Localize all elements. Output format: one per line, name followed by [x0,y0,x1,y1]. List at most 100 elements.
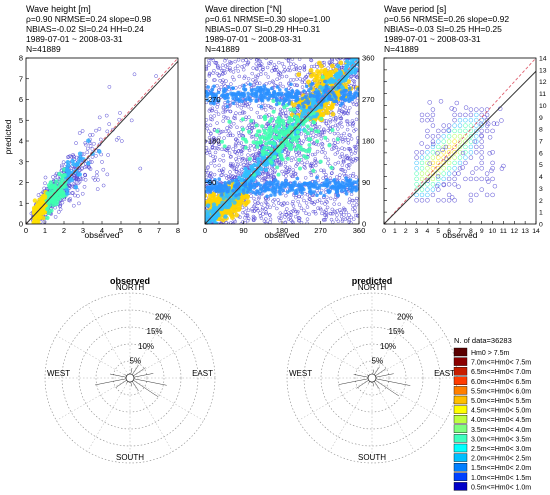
scatter-point [240,111,245,115]
scatter-point [263,71,268,76]
density-point [320,75,325,80]
scatter-point [210,106,215,111]
scatter-point [349,192,354,197]
density-point [307,149,312,154]
scatter-point [293,157,298,161]
density-point [259,166,264,172]
scatter-point [239,149,244,154]
density-point [264,141,269,146]
scatter-point [237,74,242,79]
scatter-point [350,198,355,203]
scatter-point [414,160,419,166]
density-point [246,186,251,191]
x-tick-label: 0 [24,226,28,235]
scatter-point [104,113,109,118]
scatter-point [231,147,235,151]
scatter-point [351,203,355,208]
scatter-point [330,147,334,152]
density-point [210,87,215,92]
scatter-point [252,82,256,87]
scatter-point [83,177,88,182]
density-point [354,180,359,184]
scatter-point [304,201,309,205]
scatter-point [154,74,158,78]
scatter-point [119,139,124,143]
density-point [275,98,279,103]
scatter-point [216,112,221,116]
scatter-point [258,63,263,68]
density-point [303,128,308,133]
scatter-point [270,170,275,175]
scatter-point [287,165,292,170]
scatter-point [340,124,344,129]
scatter-point [328,176,333,180]
scatter-point [220,68,224,73]
density-point [47,185,52,190]
density-point [267,91,272,96]
scatter-point [99,152,104,157]
density-point [213,183,218,187]
density-point [231,101,236,105]
density-point [241,127,245,132]
density-point [295,191,299,195]
scatter-point [425,171,430,176]
scatter-point [285,170,289,175]
scatter-point [305,217,310,221]
density-point [230,86,235,90]
scatter-point [349,137,354,141]
density-point [263,189,267,193]
scatter-point [285,207,289,211]
density-point [352,70,357,75]
density-point [272,154,277,159]
scatter-point [222,136,226,140]
density-point [41,215,46,221]
y-tick-label: 5 [19,116,23,125]
scatter-point [300,85,305,89]
density-point [224,193,229,198]
scatter-point [340,152,344,156]
scatter-point [301,139,306,143]
scatter-point [209,131,213,136]
scatter-point [278,81,283,86]
density-point [323,75,329,80]
density-point [341,184,346,189]
scatter-point [74,141,78,145]
density-point [283,184,288,188]
scatter-point [228,109,232,114]
density-point [253,92,258,97]
density-point [243,145,248,150]
scatter-point [95,170,99,174]
scatter-point [302,165,306,169]
scatter-point [333,115,338,120]
scatter-point [221,78,225,82]
scatter-point [217,74,221,78]
density-point [328,189,332,194]
density-point [259,93,264,97]
density-point [249,92,254,96]
scatter-point [254,62,259,66]
density-point [244,97,248,102]
density-point [234,193,238,198]
scatter-point [43,175,48,180]
density-point [335,189,339,194]
x-tick-label: 90 [239,226,247,235]
density-point [59,189,64,195]
y-tick-label: 360 [362,54,375,63]
scatter-point [330,171,334,175]
scatter-point [83,173,88,177]
scatter-point [308,163,313,167]
scatter-point [336,127,340,131]
density-point [209,182,214,187]
scatter-point [212,78,216,82]
scatter-point [315,199,320,203]
density-point [231,92,235,97]
scatter-point [207,61,212,65]
scatter-point [356,139,359,144]
scatter-point [94,153,98,158]
scatter-point [230,75,235,79]
scatter-point [71,153,75,157]
density-point [349,189,354,194]
scatter-point [117,117,122,122]
scatter-point [333,162,338,166]
